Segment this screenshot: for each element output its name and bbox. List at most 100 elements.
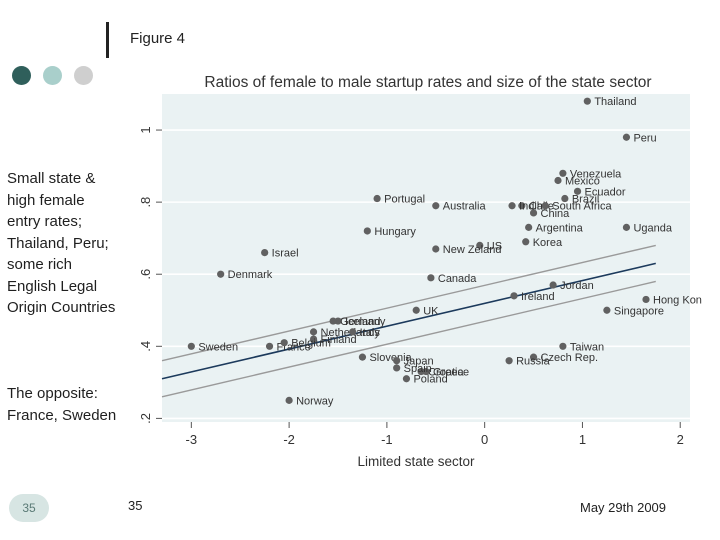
data-point [432,245,440,253]
point-label: Peru [633,132,656,144]
data-point [529,209,538,217]
point-label: Hungary [374,226,416,238]
data-point [187,342,195,350]
data-point [529,353,538,361]
data-point [393,357,401,365]
sidebar-note-opposite: The opposite: France, Sweden [7,385,117,424]
point-label: Germany [340,316,386,328]
data-point [554,176,562,185]
data-point [261,248,269,257]
data-point [583,97,591,105]
x-tick-label: -2 [283,432,295,447]
data-point [505,357,513,365]
point-label: Mexico [565,176,600,188]
point-label: Czech Rep. [541,352,598,364]
title-divider [106,22,109,58]
data-point [573,187,582,195]
point-label: South Africa [552,201,612,213]
x-tick-label: 2 [677,432,684,447]
data-point [559,169,567,177]
x-axis-label: Limited state sector [357,454,475,469]
fit-line [161,262,656,380]
point-label: Portugal [384,194,425,206]
point-label: Russia [516,356,551,368]
data-point [393,364,401,372]
data-point [508,202,516,210]
chart-title: Ratios of female to male startup rates a… [204,74,651,91]
y-tick-label: .8 [138,197,153,208]
point-label: Ecuador [585,186,626,198]
data-point [518,202,526,210]
data-point [285,396,293,404]
point-label: Israel [272,248,299,260]
point-label: Finland [321,334,357,346]
data-point [427,274,435,282]
slide-title: Figure 4 [130,30,186,47]
data-point [217,270,225,278]
data-point [561,194,569,203]
x-tick-label: -1 [381,432,393,447]
point-label: New Zeland [443,244,502,256]
data-point [549,281,557,289]
data-point [559,342,567,350]
point-label: UK [423,305,439,317]
y-tick-label: .4 [138,341,153,352]
ci-lower-line [161,280,656,398]
decor-dot-dark [12,66,31,85]
point-label: Uganda [633,222,672,234]
data-point [417,367,425,376]
point-label: Norway [296,395,334,407]
data-point [622,223,631,231]
point-label: Argentina [536,222,584,234]
decor-dot-grey [74,66,93,85]
data-point [402,375,411,383]
point-label: Singapore [614,305,664,317]
point-label: Slovenia [369,352,412,364]
point-label: Korea [533,237,563,249]
data-point [280,339,288,347]
point-label: India [519,201,544,213]
data-point [358,353,367,361]
data-point [510,292,518,300]
data-point [363,227,371,235]
data-point [329,317,337,325]
y-tick-label: 1 [138,126,153,133]
scatter-chart: Ratios of female to male startup rates a… [138,74,702,469]
data-point [476,241,484,249]
point-label: Croatia [428,367,464,379]
x-tick-label: 0 [481,432,488,447]
point-label: Sweden [198,341,238,353]
footer-date: May 29th 2009 [580,500,667,515]
point-label: Spain [404,363,432,375]
point-label: Poland [413,374,447,386]
point-label: US [487,240,502,252]
point-label: Australia [443,201,487,213]
data-point [642,295,650,304]
data-point [603,306,611,314]
point-label: Jordan [560,280,594,292]
data-point [541,202,549,210]
data-point [309,335,318,343]
point-label: Ireland [521,291,555,303]
point-label: China [541,208,571,220]
point-label: Greece [433,367,469,379]
point-label: Taiwan [570,341,604,353]
point-label: Canada [438,273,477,285]
data-point [522,238,530,246]
data-point [432,202,440,210]
footer-page-number: 35 [128,498,143,513]
data-point [525,223,533,231]
data-point [349,328,357,336]
data-point [265,342,274,350]
point-label: Denmark [228,269,273,281]
y-tick-label: .6 [138,269,153,280]
ci-upper-line [161,244,656,362]
point-label: Belgium [291,338,331,350]
y-tick-label: .2 [138,413,153,424]
point-label: Italy [360,327,381,339]
sidebar-note-high-entry: Small state & high female entry rates; T… [7,170,116,316]
point-label: Thailand [594,96,636,108]
point-label: Japan [404,356,434,368]
x-tick-label: -3 [186,432,198,447]
data-point [622,133,631,141]
